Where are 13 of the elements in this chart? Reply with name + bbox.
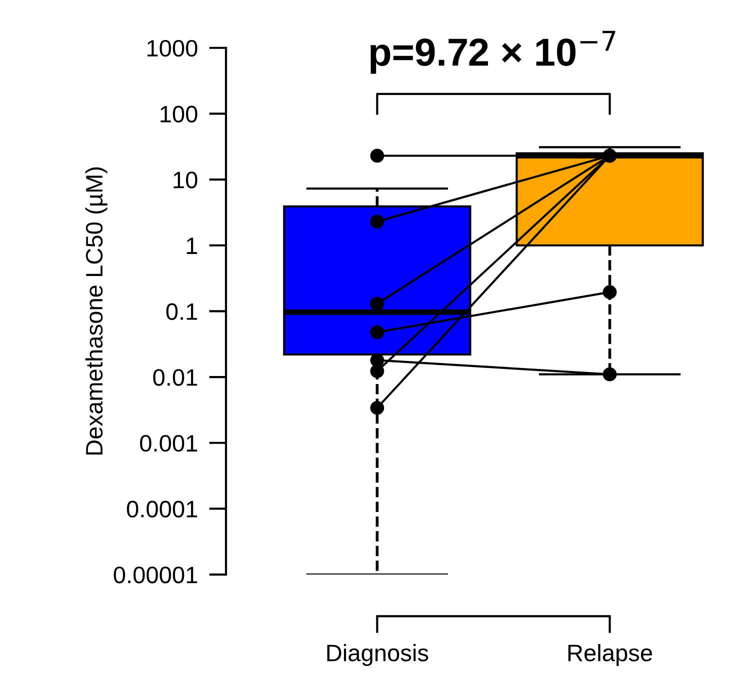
y-tick-label: 0.00001 <box>114 566 198 584</box>
x-tick-label: Diagnosis <box>327 644 428 666</box>
y-tick-label: 0.01 <box>153 369 198 386</box>
x-tick-label: Relapse <box>568 644 652 666</box>
y-tick-label: 0.001 <box>140 434 198 452</box>
y-tick-label: 1 <box>186 238 198 254</box>
y-tick-label: 10 <box>174 172 198 188</box>
y-tick-label: 0.0001 <box>126 500 198 518</box>
annotation: p=9.72 × 10$^{−7}$ <box>370 30 616 74</box>
y-tick-label: 0.1 <box>166 303 198 320</box>
y-tick-label: 1000 <box>147 40 198 57</box>
y-axis-title: Dexamethasone LC50 (µM) <box>85 167 108 455</box>
y-tick-label: 100 <box>160 106 198 123</box>
